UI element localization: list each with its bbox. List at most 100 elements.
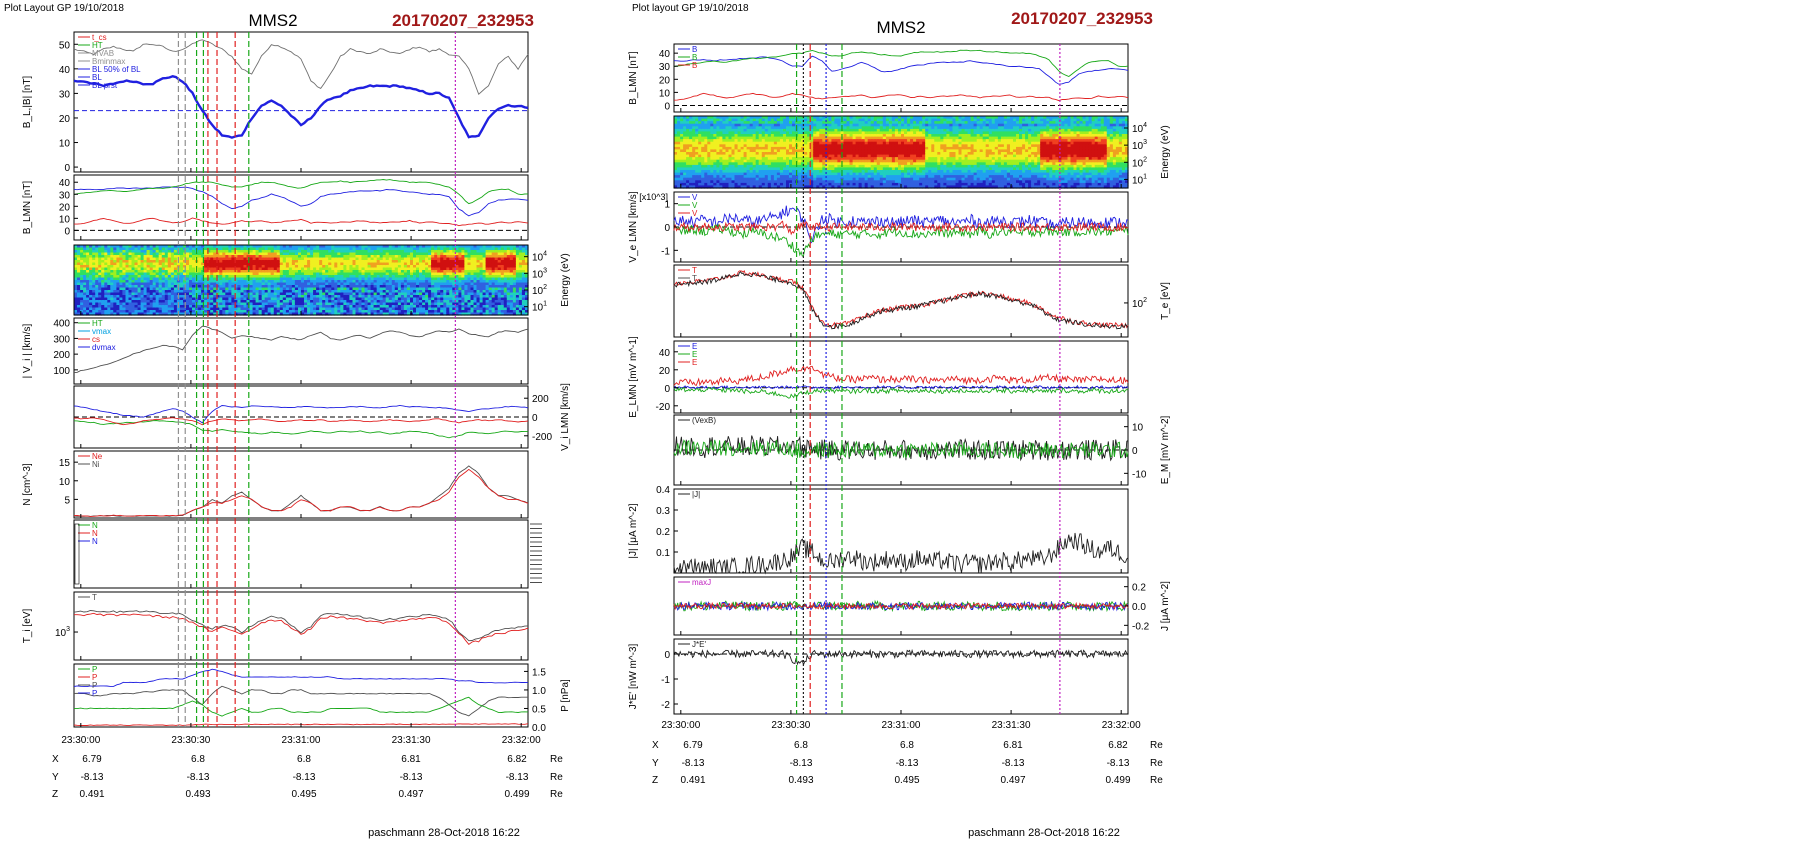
spectrogram-cell [319,247,323,251]
spectrogram-cell [201,307,205,311]
spectrogram-cell [116,277,120,281]
spectrogram-cell [152,307,157,311]
spectrogram-cell [146,267,151,271]
spectrogram-cell [270,295,275,299]
spectrogram-cell [143,295,148,299]
spectrogram-cell [358,280,363,284]
spectrogram-cell [264,260,269,264]
spectrogram-cell [255,310,260,314]
spectrogram-cell [382,305,387,309]
spectrogram-cell [95,245,99,249]
spectrogram-cell [382,292,387,296]
spectrogram-cell [322,255,326,259]
spectrogram-cell [149,265,154,269]
spectrogram-cell [313,290,317,294]
spectrogram-cell [252,280,257,284]
spectrogram-cell [116,265,120,269]
spectrogram-cell [328,267,332,271]
spectrogram-cell [222,245,226,249]
spectrogram-cell [110,275,114,279]
spectrogram-cell [285,287,290,291]
spectrogram-cell [397,302,402,306]
spectrogram-cell [276,275,281,279]
spectrogram-cell [131,262,136,266]
spectrogram-cell [186,255,190,259]
spectrogram-cell [267,297,272,301]
spectrogram-cell [376,272,381,276]
spectrogram-cell [170,270,175,274]
spectrogram-cell [140,302,145,306]
spectrogram-cell [261,267,266,271]
spectrogram-cell [116,307,120,311]
spectrogram-cell [228,300,232,304]
spectrogram-cell [373,262,378,266]
spectrogram-cell [258,270,263,274]
spectrogram-cell [158,252,163,256]
spectrogram-cell [252,300,257,304]
spectrogram-cell [116,282,120,286]
spectrogram-cell [146,307,151,311]
spectrogram-cell [137,252,142,256]
spectrogram-cell [355,287,360,291]
spectrogram-cell [192,305,196,309]
spectrogram-cell [285,247,290,251]
spectrogram-cell [376,297,381,301]
spectrogram-cell [282,287,287,291]
spectrogram-cell [403,295,408,299]
spectrogram-cell [204,300,208,304]
spectrogram-cell [116,285,120,289]
spectrogram-cell [231,247,235,251]
spectrogram-cell [403,270,408,274]
spectrogram-cell [86,262,90,266]
spectrogram-cell [186,262,190,266]
spectrogram-cell [276,300,281,304]
spectrogram-cell [322,245,326,249]
spectrogram-cell [161,262,166,266]
spectrogram-cell [331,262,335,266]
spectrogram-cell [173,290,178,294]
spectrogram-cell [101,292,105,296]
spectrogram-cell [189,255,193,259]
spectrogram-cell [325,245,329,249]
y-tick-label: 102 [532,284,547,297]
spectrogram-cell [403,287,408,291]
spectrogram-cell [316,260,320,264]
spectrogram-cell [364,297,369,301]
spectrogram-cell [346,252,350,256]
spectrogram-cell [216,282,220,286]
spectrogram-cell [228,302,232,306]
spectrogram-cell [361,265,366,269]
position-value: -8.13 [187,772,210,783]
spectrogram-cell [285,272,290,276]
spectrogram-cell [367,245,372,249]
spectrogram-cell [92,260,96,264]
spectrogram-cell [352,310,357,314]
spectrogram-cell [264,255,269,259]
spectrogram-cell [122,260,126,264]
spectrogram-cell [249,312,254,316]
spectrogram-cell [231,305,235,309]
spectrogram-cell [340,260,344,264]
spectrogram-cell [410,265,414,269]
spectrogram-cell [164,272,169,276]
spectrogram-cell [343,257,347,261]
spectrogram-cell [86,287,90,291]
spectrogram-cell [285,282,290,286]
spectrogram-cell [101,270,105,274]
spectrogram-cell [161,277,166,281]
spectrogram-cell [322,282,326,286]
spectrogram-cell [95,285,99,289]
spectrogram-cell [137,292,142,296]
spectrogram-cell [219,252,223,256]
spectrogram-cell [358,297,363,301]
spectrogram-cell [313,255,317,259]
spectrogram-cell [267,275,272,279]
spectrogram-cell [249,272,254,276]
spectrogram-cell [213,275,217,279]
spectrogram-cell [319,245,323,249]
spectrogram-cell [219,270,223,274]
spectrogram-cell [86,255,90,259]
spectrogram-cell [285,310,290,314]
spectrogram-cell [198,252,202,256]
spectrogram-cell [101,260,105,264]
